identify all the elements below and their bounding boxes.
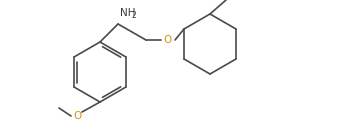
Text: O: O — [73, 111, 81, 121]
Text: 2: 2 — [132, 12, 137, 21]
Text: NH: NH — [120, 8, 136, 18]
Text: O: O — [164, 35, 172, 45]
